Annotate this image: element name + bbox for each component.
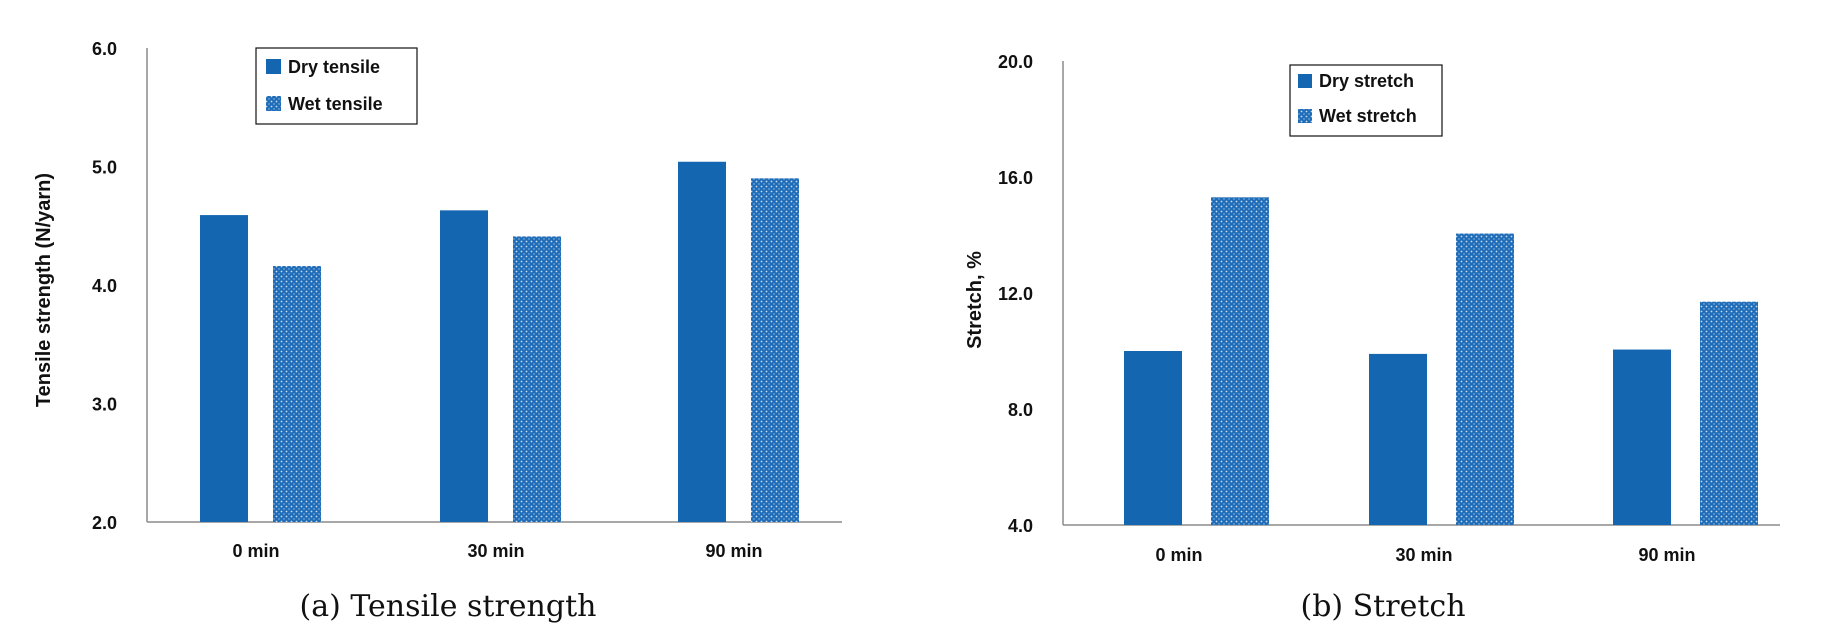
- legend-swatch-dry: [266, 59, 281, 74]
- chart-a-x-tick-label: 30 min: [467, 541, 524, 561]
- chart-a-y-tick-label: 2.0: [92, 513, 117, 533]
- chart-a-y-axis-title: Tensile strength (N/yarn): [33, 173, 55, 407]
- chart-a-bar-wet-30-min: [513, 236, 561, 523]
- chart-a-bar-dry-90-min: [678, 161, 726, 522]
- chart-b-y-tick-label: 4.0: [1008, 516, 1033, 536]
- chart-b-y-axis-title: Stretch, %: [964, 251, 986, 349]
- legend-swatch-wet: [1298, 109, 1312, 123]
- chart-b-stretch: 4.0 8.0 12.0 16.0 20.0 0 min 30 min 90 min S…: [964, 52, 1780, 624]
- chart-b-y-tick-label: 16.0: [998, 168, 1033, 188]
- chart-a-y-tick-label: 6.0: [92, 39, 117, 59]
- chart-b-bar-dry-90-min: [1613, 349, 1671, 525]
- chart-a-y-ticks: 2.0 3.0 4.0 5.0 6.0: [92, 39, 117, 533]
- chart-b-bar-dry-30-min: [1369, 353, 1427, 525]
- chart-b-y-ticks: 4.0 8.0 12.0 16.0 20.0: [998, 52, 1033, 536]
- chart-b-bars: [1124, 197, 1758, 526]
- chart-a-tensile: 2.0 3.0 4.0 5.0 6.0 0 min 30 min 90 min Tens…: [33, 39, 842, 624]
- chart-b-legend: Dry stretch Wet stretch: [1289, 64, 1443, 137]
- chart-b-bar-dry-0-min: [1124, 351, 1182, 525]
- chart-b-x-tick-label: 30 min: [1395, 545, 1452, 565]
- chart-b-category-labels: 0 min 30 min 90 min: [1155, 545, 1695, 565]
- chart-a-bar-wet-0-min: [273, 266, 321, 522]
- chart-b-bar-wet-30-min: [1456, 233, 1514, 526]
- chart-b-bar-wet-0-min: [1211, 197, 1269, 526]
- chart-a-x-tick-label: 90 min: [705, 541, 762, 561]
- legend-swatch-dry: [1298, 74, 1312, 88]
- chart-a-bar-wet-90-min: [751, 178, 799, 522]
- chart-a-bar-dry-0-min: [200, 215, 248, 522]
- chart-a-x-tick-label: 0 min: [232, 541, 279, 561]
- legend-label-dry: Dry tensile: [288, 57, 380, 77]
- chart-a-y-tick-label: 4.0: [92, 276, 117, 296]
- chart-b-y-tick-label: 12.0: [998, 284, 1033, 304]
- legend-label-wet: Wet stretch: [1319, 106, 1417, 126]
- chart-b-bar-wet-90-min: [1700, 301, 1758, 525]
- chart-b-x-tick-label: 90 min: [1638, 545, 1695, 565]
- chart-b-caption: (b) Stretch: [1300, 589, 1465, 624]
- legend-swatch-wet: [266, 96, 281, 111]
- chart-a-legend: Dry tensile Wet tensile: [255, 47, 418, 125]
- chart-a-bar-dry-30-min: [440, 210, 488, 522]
- chart-b-y-tick-label: 8.0: [1008, 400, 1033, 420]
- chart-b-legend-box: [1289, 64, 1443, 137]
- chart-a-y-tick-label: 5.0: [92, 158, 117, 178]
- chart-a-bars: [200, 161, 799, 523]
- legend-label-dry: Dry stretch: [1319, 71, 1414, 91]
- chart-b-x-tick-label: 0 min: [1155, 545, 1202, 565]
- legend-label-wet: Wet tensile: [288, 94, 383, 114]
- chart-a-category-labels: 0 min 30 min 90 min: [232, 541, 762, 561]
- chart-a-caption: (a) Tensile strength: [300, 589, 597, 624]
- chart-a-y-tick-label: 3.0: [92, 395, 117, 415]
- chart-a-legend-box: [255, 47, 418, 125]
- chart-b-y-tick-label: 20.0: [998, 52, 1033, 72]
